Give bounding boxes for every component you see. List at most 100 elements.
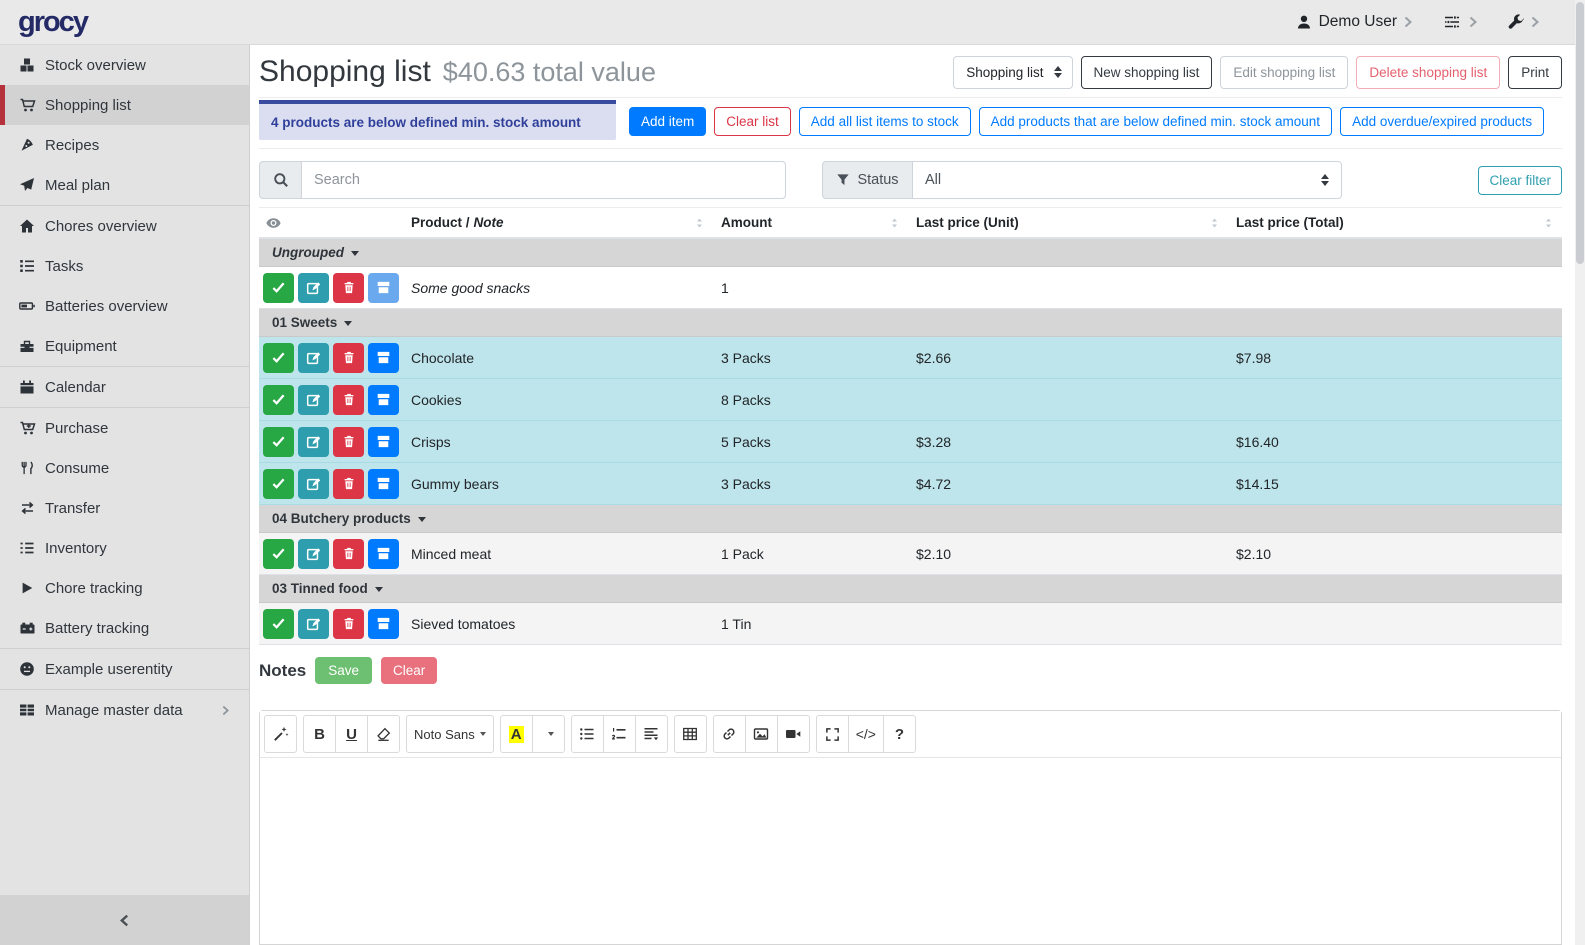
done-button[interactable] bbox=[263, 468, 294, 499]
sidebar-item-equipment[interactable]: Equipment bbox=[0, 326, 249, 366]
done-button[interactable] bbox=[263, 538, 294, 569]
code-view-button[interactable]: </> bbox=[847, 715, 884, 753]
product-button[interactable] bbox=[368, 384, 399, 415]
sidebar-item-recipes[interactable]: Recipes bbox=[0, 125, 249, 165]
clear-formatting-button[interactable] bbox=[367, 715, 400, 753]
add-below-min-stock-button[interactable]: Add products that are below defined min.… bbox=[978, 107, 1333, 136]
delete-button[interactable] bbox=[333, 426, 364, 457]
new-shopping-list-button[interactable]: New shopping list bbox=[1080, 55, 1213, 89]
paragraph-align-button[interactable] bbox=[634, 715, 668, 753]
edit-button[interactable] bbox=[298, 538, 329, 569]
user-menu[interactable]: Demo User bbox=[1296, 13, 1412, 31]
font-color-dropdown[interactable] bbox=[531, 715, 565, 753]
done-button[interactable] bbox=[263, 608, 294, 639]
shopping-list-select[interactable]: Shopping list bbox=[953, 55, 1073, 89]
edit-button[interactable] bbox=[298, 384, 329, 415]
notes-editor-body[interactable] bbox=[260, 758, 1561, 944]
admin-menu[interactable] bbox=[1507, 13, 1539, 31]
ordered-list-button[interactable] bbox=[602, 715, 636, 753]
product-button[interactable] bbox=[368, 426, 399, 457]
done-button[interactable] bbox=[263, 272, 294, 303]
sidebar-item-meal-plan[interactable]: Meal plan bbox=[0, 165, 249, 205]
help-button[interactable]: ? bbox=[882, 715, 916, 753]
edit-button[interactable] bbox=[298, 342, 329, 373]
fullscreen-button[interactable] bbox=[815, 715, 849, 753]
search-input[interactable] bbox=[301, 161, 786, 199]
sidebar-item-inventory[interactable]: Inventory bbox=[0, 528, 249, 568]
product-button[interactable] bbox=[368, 468, 399, 499]
sort-icon[interactable] bbox=[1209, 217, 1220, 229]
edit-shopping-list-button[interactable]: Edit shopping list bbox=[1220, 55, 1349, 89]
unordered-list-button[interactable] bbox=[570, 715, 604, 753]
fullscreen-icon bbox=[825, 727, 839, 741]
delete-button[interactable] bbox=[333, 272, 364, 303]
status-select[interactable]: All bbox=[912, 161, 1342, 199]
insert-link-button[interactable] bbox=[712, 715, 746, 753]
delete-button[interactable] bbox=[333, 608, 364, 639]
insert-table-button[interactable] bbox=[673, 715, 707, 753]
eye-icon[interactable] bbox=[265, 215, 282, 231]
delete-shopping-list-button[interactable]: Delete shopping list bbox=[1356, 55, 1501, 89]
done-button[interactable] bbox=[263, 342, 294, 373]
group-header-tinned-food[interactable]: 03 Tinned food bbox=[259, 575, 1562, 603]
group-header-butchery[interactable]: 04 Butchery products bbox=[259, 505, 1562, 533]
sidebar-item-manage-master-data[interactable]: Manage master data bbox=[0, 690, 249, 730]
sort-icon[interactable] bbox=[889, 217, 900, 229]
product-button[interactable] bbox=[368, 272, 399, 303]
sort-icon[interactable] bbox=[694, 217, 705, 229]
delete-button[interactable] bbox=[333, 384, 364, 415]
sidebar-item-transfer[interactable]: Transfer bbox=[0, 488, 249, 528]
sidebar-item-consume[interactable]: Consume bbox=[0, 448, 249, 488]
sidebar-item-shopping-list[interactable]: Shopping list bbox=[0, 85, 249, 125]
notes-save-button[interactable]: Save bbox=[315, 657, 373, 684]
done-button[interactable] bbox=[263, 426, 294, 457]
clear-list-button[interactable]: Clear list bbox=[714, 107, 791, 136]
group-header-sweets[interactable]: 01 Sweets bbox=[259, 309, 1562, 337]
edit-button[interactable] bbox=[298, 426, 329, 457]
amount: 1 Tin bbox=[721, 615, 752, 632]
delete-button[interactable] bbox=[333, 468, 364, 499]
done-button[interactable] bbox=[263, 384, 294, 415]
group-header-ungrouped[interactable]: Ungrouped bbox=[259, 239, 1562, 267]
sidebar-item-chore-tracking[interactable]: Chore tracking bbox=[0, 568, 249, 608]
delete-button[interactable] bbox=[333, 342, 364, 373]
sidebar-item-example-userentity[interactable]: Example userentity bbox=[0, 649, 249, 689]
sidebar-item-batteries-overview[interactable]: Batteries overview bbox=[0, 286, 249, 326]
sidebar-item-chores-overview[interactable]: Chores overview bbox=[0, 206, 249, 246]
add-overdue-button[interactable]: Add overdue/expired products bbox=[1340, 107, 1545, 136]
font-family-select[interactable]: Noto Sans bbox=[406, 715, 494, 753]
print-button[interactable]: Print bbox=[1508, 55, 1562, 89]
bold-button[interactable]: B bbox=[303, 715, 336, 753]
insert-image-button[interactable] bbox=[744, 715, 778, 753]
scrollbar-thumb[interactable] bbox=[1576, 2, 1584, 264]
product-button[interactable] bbox=[368, 342, 399, 373]
sidebar-item-purchase[interactable]: Purchase bbox=[0, 408, 249, 448]
sidebar-item-battery-tracking[interactable]: Battery tracking bbox=[0, 608, 249, 648]
last-price-total: $16.40 bbox=[1236, 433, 1279, 450]
clear-filter-button[interactable]: Clear filter bbox=[1478, 165, 1562, 195]
edit-button[interactable] bbox=[298, 468, 329, 499]
grocy-logo[interactable]: grocy bbox=[18, 5, 89, 38]
column-header-product[interactable]: Product / Note bbox=[411, 215, 721, 230]
column-header-last-price-total[interactable]: Last price (Total) bbox=[1236, 215, 1562, 230]
edit-button[interactable] bbox=[298, 608, 329, 639]
sort-icon[interactable] bbox=[1543, 217, 1554, 229]
edit-button[interactable] bbox=[298, 272, 329, 303]
product-button[interactable] bbox=[368, 608, 399, 639]
magic-style-button[interactable] bbox=[264, 715, 297, 753]
font-color-button[interactable]: A bbox=[499, 715, 533, 753]
delete-button[interactable] bbox=[333, 538, 364, 569]
notes-clear-button[interactable]: Clear bbox=[381, 657, 438, 684]
underline-button[interactable]: U bbox=[335, 715, 368, 753]
add-item-button[interactable]: Add item bbox=[629, 107, 707, 136]
product-button[interactable] bbox=[368, 538, 399, 569]
sidebar-item-stock-overview[interactable]: Stock overview bbox=[0, 45, 249, 85]
sidebar-item-tasks[interactable]: Tasks bbox=[0, 246, 249, 286]
sidebar-item-calendar[interactable]: Calendar bbox=[0, 367, 249, 407]
sidebar-collapse-toggle[interactable] bbox=[0, 895, 249, 945]
insert-video-button[interactable] bbox=[776, 715, 810, 753]
settings-menu[interactable] bbox=[1442, 14, 1477, 30]
column-header-amount[interactable]: Amount bbox=[721, 215, 916, 230]
add-all-to-stock-button[interactable]: Add all list items to stock bbox=[798, 107, 971, 136]
column-header-last-price-unit[interactable]: Last price (Unit) bbox=[916, 215, 1236, 230]
